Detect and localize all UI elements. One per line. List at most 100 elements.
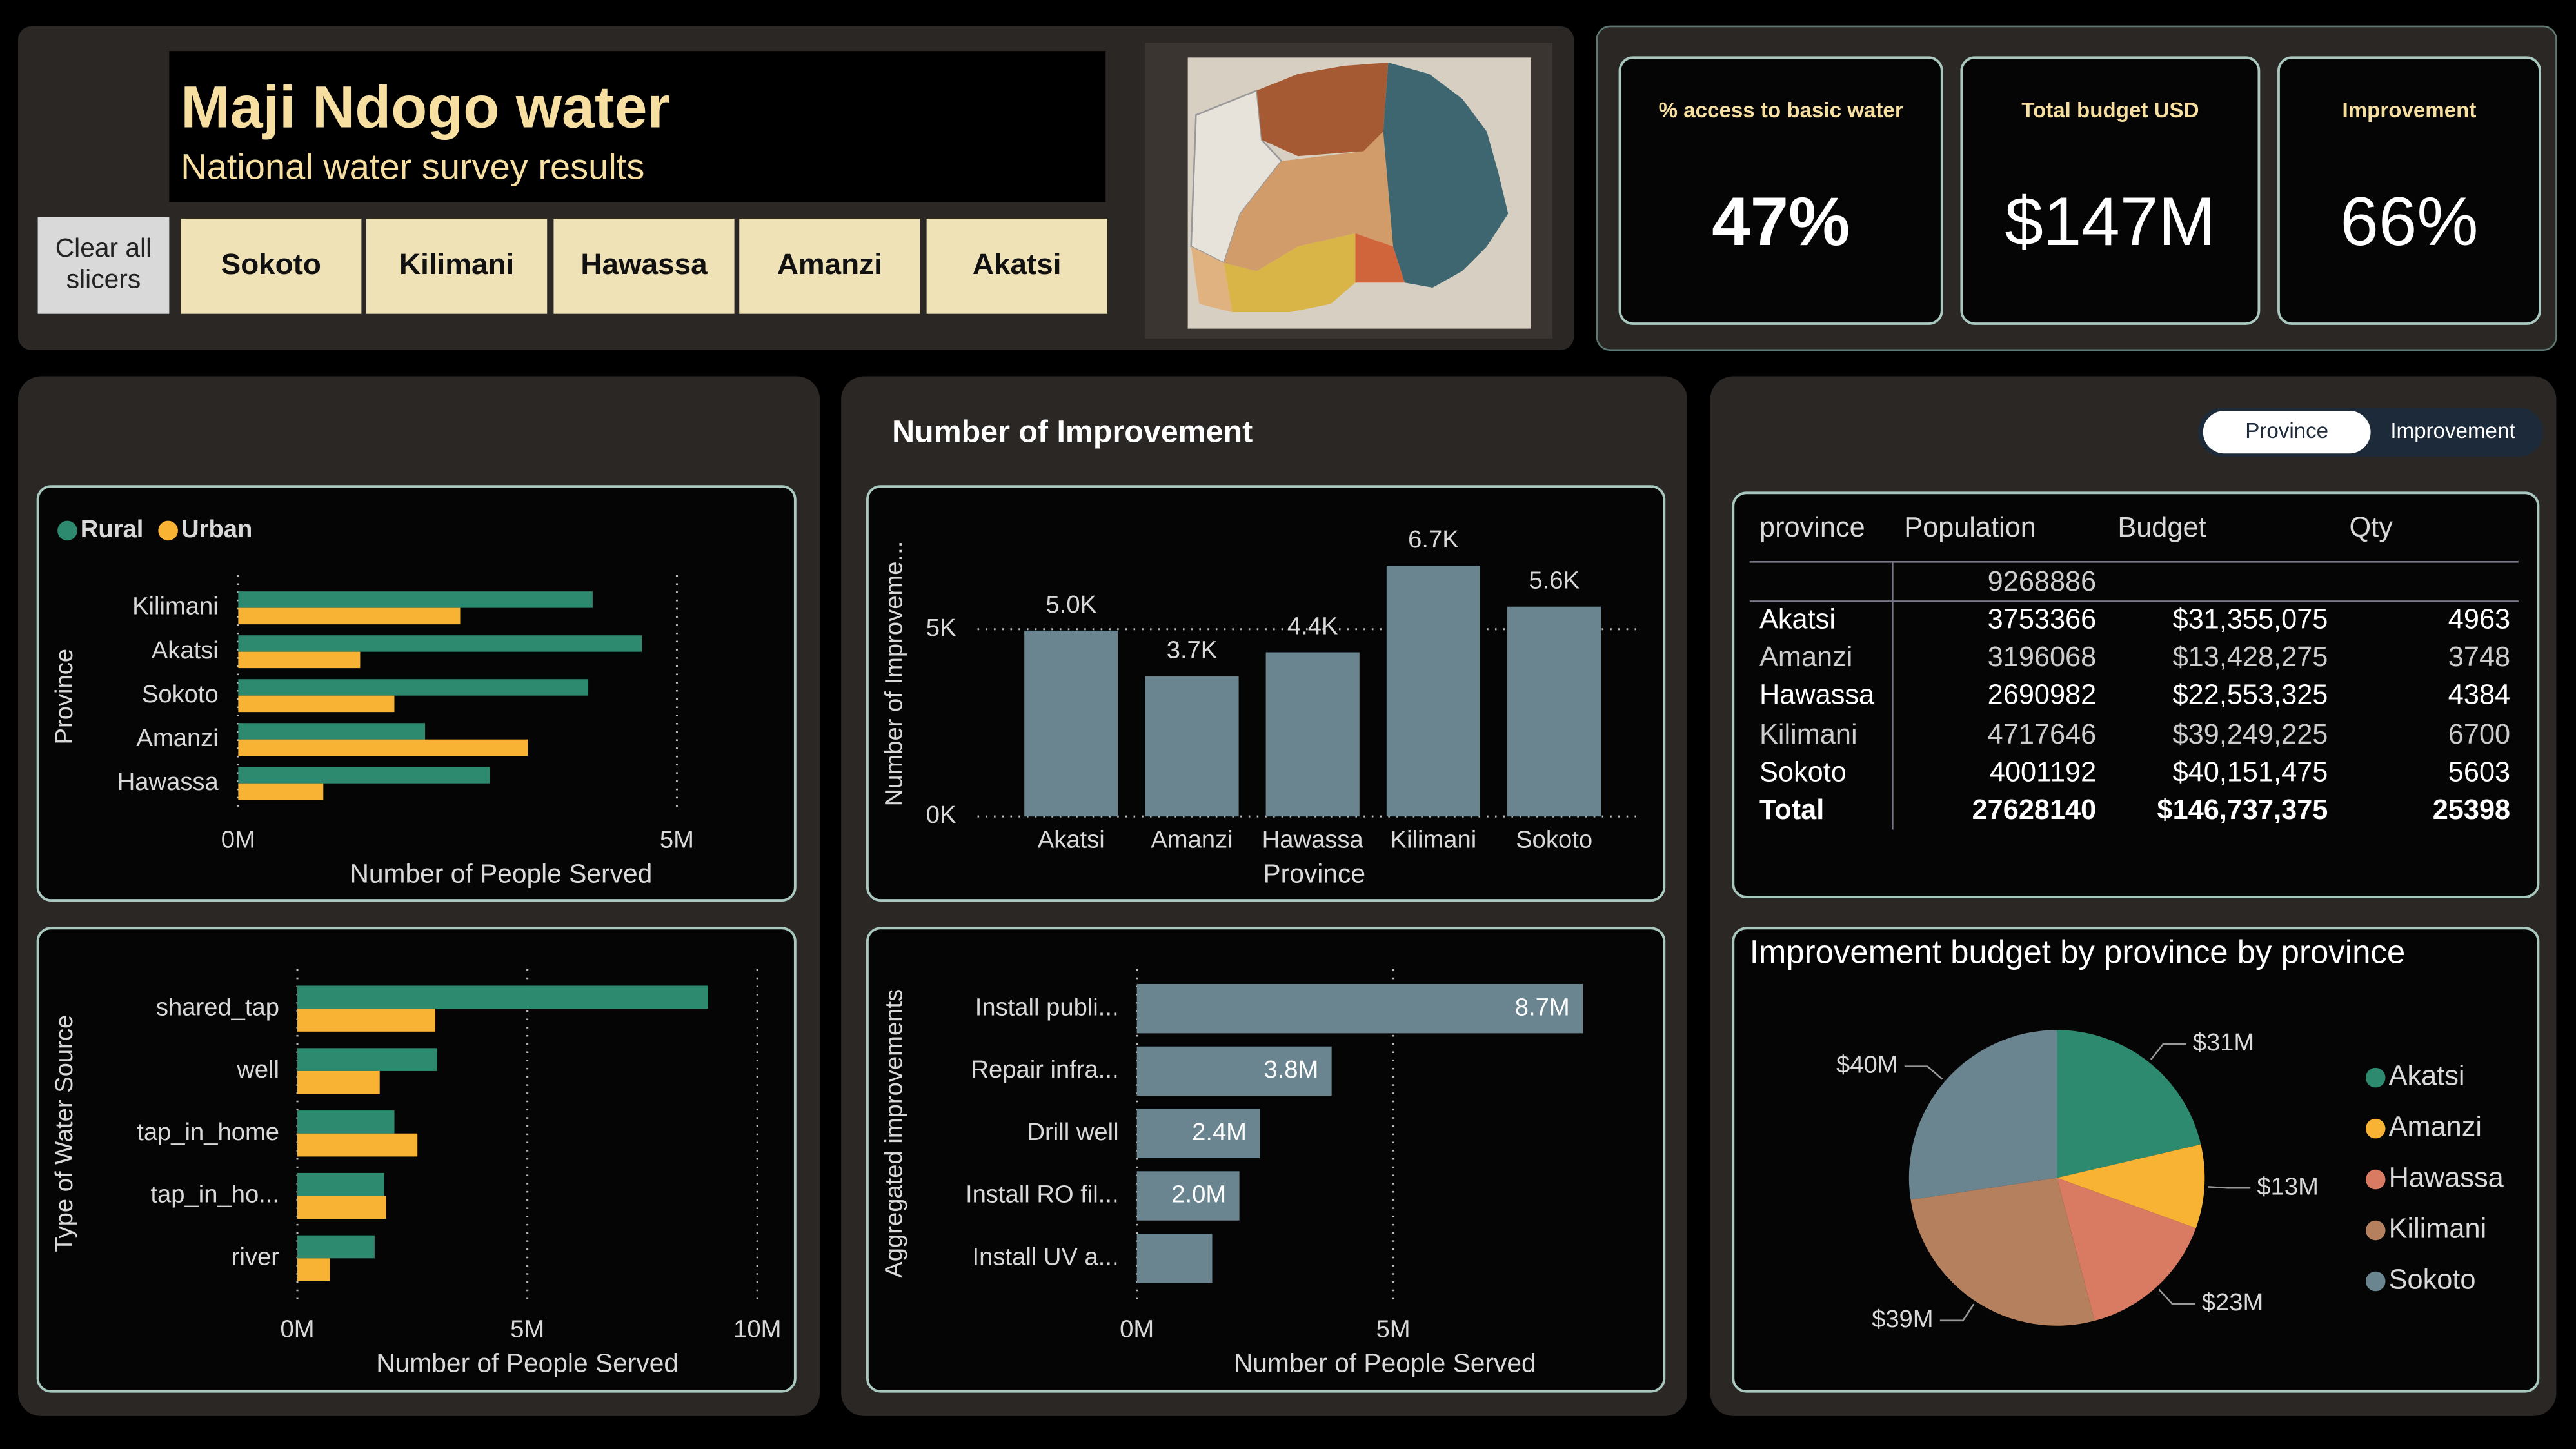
value-label: 8.7M	[1515, 993, 1570, 1021]
table-cell: 2690982	[1988, 680, 2097, 711]
x-tick-label: Sokoto	[1516, 825, 1592, 853]
table-cell: Akatsi	[1759, 604, 1836, 635]
y-tick-label: tap_in_home	[137, 1118, 279, 1146]
table-total: $146,737,375	[2157, 794, 2328, 825]
value-label: $23M	[2202, 1288, 2264, 1316]
legend-marker	[2365, 1067, 2386, 1088]
bar	[238, 723, 426, 740]
x-axis-title: Province	[1263, 859, 1365, 889]
table-cell: 3196068	[1988, 642, 2097, 673]
x-tick-label: Amanzi	[1151, 825, 1233, 853]
table-total: 25398	[2433, 794, 2510, 825]
bar	[1265, 652, 1360, 817]
value-label: 5.6K	[1529, 567, 1580, 595]
legend-marker	[158, 520, 178, 541]
value-label: 2.0M	[1171, 1181, 1226, 1208]
bar	[297, 1048, 437, 1071]
x-tick-label: 5M	[1376, 1316, 1410, 1343]
leader-line	[1904, 1065, 1943, 1080]
bar	[1136, 1046, 1332, 1096]
legend-marker	[2365, 1118, 2386, 1139]
bar	[238, 767, 490, 784]
toggle-option[interactable]	[2203, 410, 2371, 454]
y-tick-label: Install UV a...	[973, 1243, 1119, 1270]
bar	[297, 1070, 380, 1094]
slicer[interactable]	[553, 218, 735, 314]
bar	[238, 695, 395, 713]
bar	[1145, 676, 1239, 817]
x-tick-label: 0M	[221, 825, 255, 853]
bar	[297, 1235, 375, 1259]
slicer[interactable]	[366, 218, 548, 314]
table-cell: 9268886	[1988, 566, 2097, 597]
y-tick-label: Drill well	[1027, 1118, 1118, 1146]
clear-button[interactable]	[37, 217, 170, 314]
table-header: Budget	[2117, 512, 2206, 543]
y-tick-label: Amanzi	[136, 724, 218, 752]
x-axis-title: Number of People Served	[350, 859, 652, 889]
slicer[interactable]	[739, 218, 920, 314]
slicer[interactable]	[926, 218, 1107, 314]
value-label: $39M	[1872, 1305, 1934, 1333]
clear-button-label: slicers	[66, 264, 141, 294]
y-tick-label: shared_tap	[156, 993, 279, 1021]
table-total: Total	[1759, 794, 1824, 825]
map-region	[1191, 246, 1233, 313]
bar	[238, 679, 589, 696]
table-card	[1732, 491, 2540, 898]
leader-line	[2158, 1288, 2195, 1305]
value-label: 3.8M	[1263, 1056, 1318, 1083]
y-axis-title: Number of Improveme...	[880, 541, 907, 807]
table-cell: Kilimani	[1759, 719, 1858, 750]
table-cell: 5603	[2448, 756, 2510, 787]
map-region	[1355, 233, 1405, 283]
kpi-label: Improvement	[2343, 99, 2477, 123]
table-cell: $13,428,275	[2173, 642, 2328, 673]
bar	[1136, 1234, 1213, 1283]
table-cell: 4001192	[1990, 756, 2096, 787]
y-tick-label: tap_in_ho...	[150, 1181, 279, 1208]
clear-button-label: Clear all	[55, 233, 152, 262]
legend-label: Rural	[81, 515, 144, 543]
legend-label: Sokoto	[2389, 1264, 2476, 1295]
slicer-label: Amanzi	[777, 248, 882, 281]
table-cell: Hawassa	[1759, 680, 1875, 711]
table-cell: 3753366	[1988, 604, 2097, 635]
value-label: $13M	[2257, 1172, 2319, 1200]
x-tick-label: 0M	[281, 1316, 315, 1343]
leader-line	[2207, 1186, 2251, 1189]
bar	[297, 1196, 386, 1219]
y-tick-label: 5K	[926, 614, 956, 642]
x-tick-label: 0M	[1120, 1316, 1154, 1343]
kpi-value: 66%	[2340, 182, 2478, 260]
bar	[1386, 566, 1481, 817]
y-tick-label: Hawassa	[117, 768, 219, 796]
value-label: 2.4M	[1192, 1118, 1247, 1146]
legend-label: Akatsi	[2389, 1061, 2465, 1092]
legend-label: Hawassa	[2389, 1163, 2504, 1194]
map-region	[1224, 131, 1394, 271]
table-cell: $40,151,475	[2173, 756, 2328, 787]
table-header: province	[1759, 512, 1865, 543]
bar	[297, 985, 708, 1009]
pie-slice	[1908, 1030, 2057, 1200]
kpi-label: % access to basic water	[1659, 99, 1903, 123]
kpi-card	[1618, 56, 1943, 325]
y-tick-label: well	[236, 1056, 279, 1083]
x-tick-label: 10M	[733, 1316, 781, 1343]
bar	[1136, 1171, 1240, 1221]
slicer[interactable]	[181, 218, 362, 314]
y-tick-label: Repair infra...	[971, 1056, 1118, 1083]
x-tick-label: Kilimani	[1391, 825, 1477, 853]
toggle-label[interactable]: Improvement	[2390, 419, 2515, 443]
table-header: Population	[1904, 512, 2036, 543]
legend-marker	[2365, 1220, 2386, 1241]
chart-title: Number of Improvement	[892, 414, 1253, 449]
bar	[297, 1172, 384, 1196]
bar	[238, 651, 361, 669]
x-tick-label: 5M	[660, 825, 694, 853]
map-region	[1380, 62, 1509, 288]
slicer-label: Kilimani	[399, 248, 514, 281]
y-tick-label: Install RO fil...	[966, 1181, 1119, 1208]
slicer-label: Akatsi	[973, 248, 1062, 281]
